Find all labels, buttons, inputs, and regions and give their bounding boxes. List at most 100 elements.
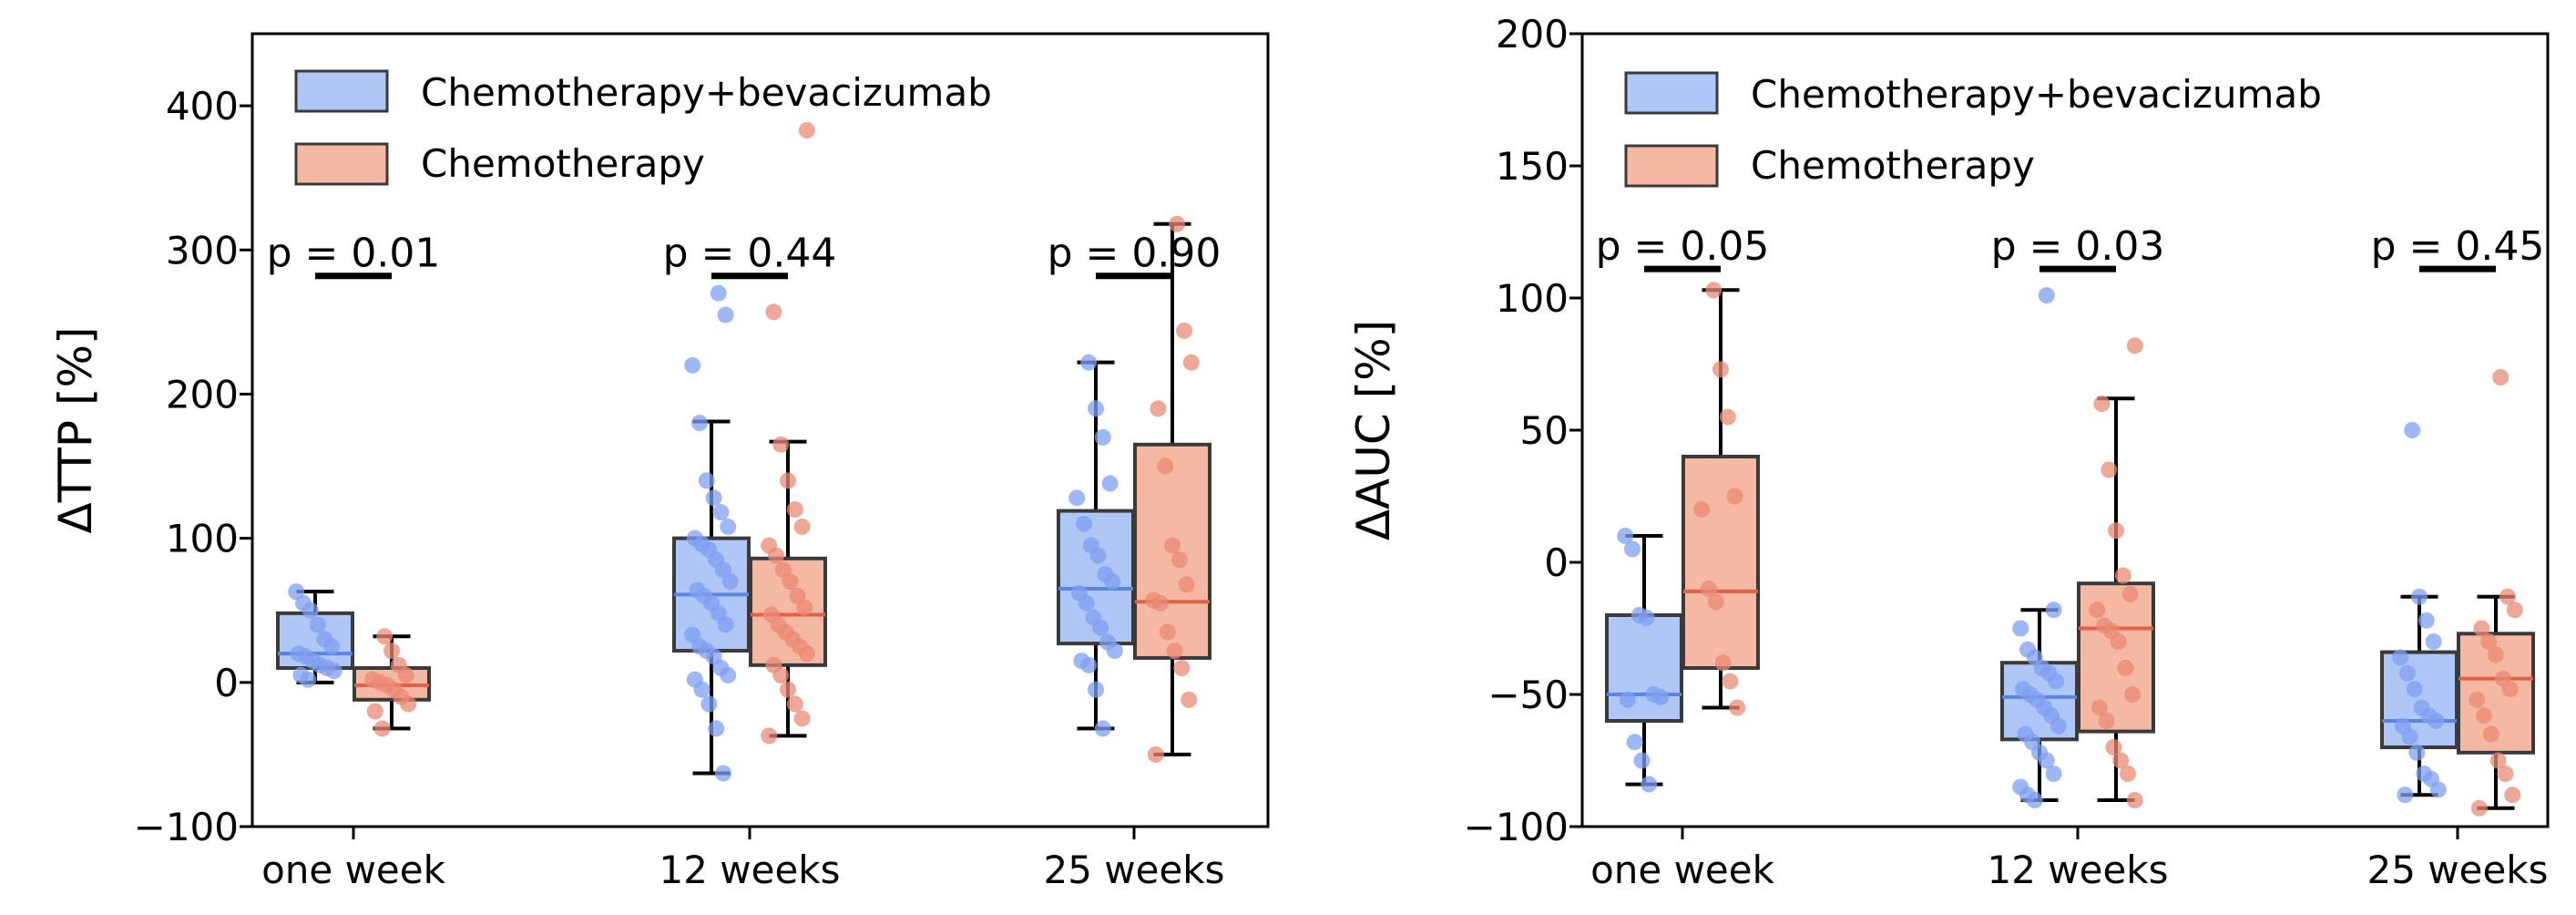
panel-auc: ΔAUC [%] −100 −50 0 50 100 150 200 one week 12 … bbox=[1347, 12, 2550, 892]
auc-c-2-point bbox=[2470, 799, 2488, 817]
auc-xtick-label: 12 weeks bbox=[1987, 848, 2168, 892]
auc-pvalue-label: p = 0.03 bbox=[1991, 223, 2165, 270]
ttp-ytick-label: 100 bbox=[166, 517, 239, 561]
ttp-cb-1-point bbox=[693, 681, 710, 698]
auc-cb-0-point bbox=[1641, 776, 1658, 793]
ttp-c-1-point bbox=[798, 121, 815, 139]
auc-c-1-point bbox=[2098, 713, 2115, 729]
ttp-cb-2-point bbox=[1068, 489, 1086, 507]
ttp-cb-0-point bbox=[323, 638, 341, 655]
ttp-c-2-point bbox=[1178, 576, 1195, 593]
auc-cb-2-point bbox=[2406, 681, 2423, 698]
ttp-ytick-label: 0 bbox=[214, 661, 239, 705]
auc-cb-2-point bbox=[2404, 422, 2421, 438]
auc-pvalues: p = 0.05 p = 0.03 p = 0.45 bbox=[1596, 223, 2545, 272]
ttp-pvalues: p = 0.01 p = 0.44 p = 0.90 bbox=[267, 231, 1221, 280]
ttp-c-1-point bbox=[786, 695, 803, 713]
auc-c-2-point bbox=[2473, 620, 2490, 637]
auc-cb-1-point bbox=[2026, 792, 2043, 808]
ttp-c-1-point bbox=[796, 599, 813, 616]
ttp-cb-2-point bbox=[1101, 475, 1119, 492]
auc-c-1-point bbox=[2112, 752, 2130, 769]
ttp-pvalue-label: p = 0.44 bbox=[663, 231, 837, 277]
auc-cb-0-point bbox=[1617, 528, 1634, 544]
ttp-cb-2-point bbox=[1080, 656, 1098, 673]
ttp-cb-1-point bbox=[720, 666, 737, 684]
auc-ytick-label: 50 bbox=[1520, 408, 1569, 453]
ttp-points bbox=[288, 121, 1200, 782]
ttp-ytick-label: 300 bbox=[166, 228, 239, 272]
auc-cb-2-point bbox=[2408, 744, 2426, 761]
ttp-x-categories: one week 12 weeks 25 weeks bbox=[261, 827, 1225, 892]
ttp-cb-1-point bbox=[717, 306, 734, 324]
ttp-cb-1-point bbox=[684, 356, 701, 374]
ttp-c-2-point bbox=[1181, 691, 1198, 708]
ttp-c-1-point bbox=[768, 547, 784, 564]
auc-x-categories: one week 12 weeks 25 weeks bbox=[1590, 827, 2549, 892]
ttp-axes-frame bbox=[250, 32, 1270, 828]
ttp-c-2-point bbox=[1173, 660, 1191, 676]
ttp-cb-1-point bbox=[691, 415, 708, 432]
auc-legend-label-c: Chemotherapy bbox=[1751, 143, 2035, 188]
auc-c-2-point bbox=[2480, 633, 2498, 650]
ttp-cb-2-point bbox=[1088, 681, 1104, 698]
ttp-c-0-point bbox=[397, 666, 414, 684]
ttp-c-2-point bbox=[1159, 623, 1176, 641]
auc-c-1-point bbox=[2105, 739, 2122, 756]
auc-cb-2-point bbox=[2401, 728, 2418, 745]
ttp-c-1-point bbox=[786, 501, 803, 518]
ttp-c-2-point bbox=[1164, 537, 1181, 554]
ttp-cb-0-point bbox=[325, 663, 342, 680]
auc-xtick-label: 25 weeks bbox=[2366, 848, 2548, 892]
auc-c-0-point bbox=[1714, 654, 1732, 672]
auc-pvalue-label: p = 0.45 bbox=[2371, 223, 2545, 270]
auc-cb-0-point bbox=[1652, 688, 1670, 705]
ttp-cb-2-point bbox=[1088, 400, 1104, 417]
auc-c-2-point bbox=[2482, 725, 2499, 743]
auc-cb-2-point bbox=[2411, 588, 2428, 605]
ttp-c-2-point bbox=[1152, 594, 1169, 612]
ttp-ytick-label: 200 bbox=[166, 372, 239, 416]
ttp-c-2-point bbox=[1176, 322, 1192, 339]
ttp-legend-swatch-c bbox=[294, 142, 389, 186]
auc-cb-1-point bbox=[2038, 287, 2055, 304]
ttp-xtick-label: one week bbox=[261, 848, 446, 892]
auc-cb-1-point bbox=[2038, 752, 2055, 769]
panel-ttp: ΔTTP [%] −100 0 100 200 300 400 one week 12 we… bbox=[49, 32, 1270, 892]
auc-cb-0-box bbox=[1605, 613, 1683, 723]
auc-cb-0-point bbox=[1626, 734, 1643, 751]
ttp-cb-1-point bbox=[715, 765, 731, 782]
ttp-c-0-point bbox=[373, 720, 391, 737]
ttp-c-2-point bbox=[1150, 400, 1167, 417]
ttp-pvalue-label: p = 0.01 bbox=[267, 231, 441, 277]
auc-legend-swatch-cb bbox=[1624, 71, 1719, 115]
ttp-cb-2-point bbox=[1094, 720, 1111, 737]
ttp-cb-0-point bbox=[302, 601, 319, 619]
ttp-c-2-box bbox=[1133, 442, 1211, 660]
ttp-legend-swatch-cb bbox=[294, 69, 389, 113]
ttp-cb-0-point bbox=[300, 671, 317, 688]
auc-ytick-label: −50 bbox=[1487, 673, 1569, 717]
auc-c-1-point bbox=[2108, 522, 2124, 540]
ttp-cb-2-point bbox=[1106, 643, 1123, 660]
auc-c-1-point bbox=[2124, 686, 2142, 703]
ttp-cb-1-point bbox=[721, 573, 739, 591]
auc-ytick-label: 0 bbox=[1544, 540, 1569, 585]
auc-c-1-point bbox=[2126, 792, 2143, 808]
auc-cb-1-point bbox=[2050, 717, 2067, 735]
auc-c-2-point bbox=[2476, 707, 2492, 725]
ttp-cb-1-point bbox=[712, 504, 730, 521]
auc-c-1-point bbox=[2110, 633, 2127, 650]
ttp-cb-1-point bbox=[710, 284, 727, 302]
auc-c-1-point bbox=[2120, 766, 2136, 782]
auc-cb-2-point bbox=[2392, 649, 2409, 666]
auc-c-2-point bbox=[2504, 786, 2521, 804]
auc-c-1-point bbox=[2101, 461, 2118, 478]
ttp-y-ticks: −100 0 100 200 300 400 bbox=[134, 84, 252, 849]
auc-c-1-point bbox=[2090, 699, 2108, 716]
auc-cb-0-point bbox=[1624, 540, 1641, 558]
auc-cb-2-point bbox=[2425, 633, 2442, 650]
auc-c-2-point bbox=[2469, 691, 2486, 708]
auc-cb-1-point bbox=[2045, 766, 2062, 782]
